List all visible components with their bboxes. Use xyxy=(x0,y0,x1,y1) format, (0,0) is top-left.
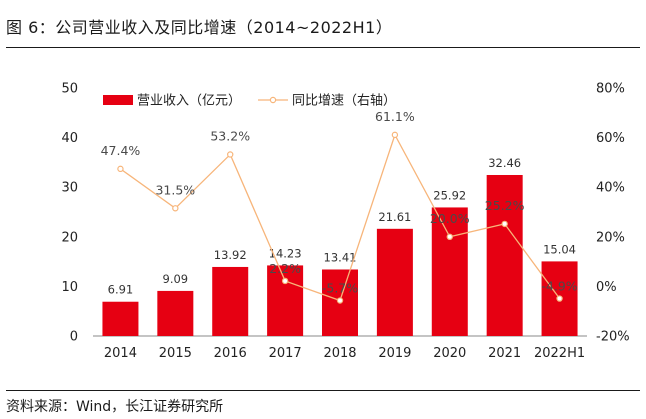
right-axis-tick-label: 40% xyxy=(596,181,625,196)
revenue-bar xyxy=(376,228,413,336)
revenue-bar-label: 14.23 xyxy=(269,246,302,260)
revenue-bar xyxy=(157,290,194,336)
legend-revenue-label: 营业收入（亿元） xyxy=(137,94,241,109)
legend-growth-label: 同比增速（右轴） xyxy=(292,94,396,109)
right-axis-ticks: -20% 0% 20% 40% 60% 80% xyxy=(596,82,630,345)
revenue-bar xyxy=(486,174,523,336)
x-axis-tick-label: 2014 xyxy=(104,346,137,361)
growth-label: 53.2% xyxy=(210,128,250,143)
figure-title: 图 6：公司营业收入及同比增速（2014~2022H1） xyxy=(6,18,393,37)
title-rule xyxy=(6,47,640,48)
revenue-bar xyxy=(212,266,249,336)
revenue-bar-label: 13.92 xyxy=(214,248,247,262)
left-axis-tick-label: 30 xyxy=(61,181,78,196)
left-axis-ticks: 0 10 20 30 40 50 xyxy=(61,82,78,345)
left-axis-tick-label: 20 xyxy=(61,230,78,245)
x-axis-tick-label: 2016 xyxy=(214,346,247,361)
growth-point xyxy=(117,165,124,173)
x-axis-tick-label: 2017 xyxy=(269,346,302,361)
revenue-bar-label: 15.04 xyxy=(543,242,576,256)
legend-growth-marker xyxy=(269,96,277,104)
growth-point xyxy=(281,277,289,285)
right-axis-tick-label: 80% xyxy=(596,82,625,97)
growth-point xyxy=(501,220,508,228)
growth-point xyxy=(391,131,399,139)
x-axis-tick-label: 2022H1 xyxy=(534,346,585,361)
revenue-bar-label: 32.46 xyxy=(488,156,521,170)
right-axis-tick-label: -20% xyxy=(596,330,630,345)
revenue-bar-label: 25.92 xyxy=(433,188,466,202)
left-axis-tick-label: 0 xyxy=(70,330,78,345)
revenue-bar-label: 13.41 xyxy=(324,250,357,264)
growth-label: 2.2% xyxy=(269,261,301,276)
x-axis-ticks: 2014 2015 2016 2017 2018 2019 2020 2021 2022H1 xyxy=(93,335,587,361)
growth-point xyxy=(172,205,179,212)
x-axis-tick-label: 2021 xyxy=(488,346,521,361)
bars xyxy=(102,174,578,336)
growth-line xyxy=(117,131,563,304)
x-axis-tick-label: 2019 xyxy=(378,346,411,361)
source-rule xyxy=(6,390,640,391)
x-axis-tick-label: 2018 xyxy=(323,346,356,361)
revenue-bar xyxy=(102,301,139,336)
right-axis-tick-label: 0% xyxy=(596,280,617,295)
growth-point xyxy=(336,297,344,304)
left-axis-tick-label: 50 xyxy=(61,82,78,97)
revenue-bar-label: 21.61 xyxy=(378,210,411,224)
growth-label: -5.7% xyxy=(322,281,358,296)
growth-point xyxy=(227,151,234,158)
legend: 营业收入（亿元） 同比增速（右轴） xyxy=(103,94,396,109)
right-axis-tick-label: 20% xyxy=(596,230,625,245)
growth-label: -4.9% xyxy=(541,279,577,294)
right-axis-tick-label: 60% xyxy=(596,131,625,146)
growth-label: 61.1% xyxy=(375,109,415,124)
legend-revenue-swatch xyxy=(103,95,133,105)
bar-labels: 6.91 9.09 13.92 14.23 13.41 21.61 25.92 32.46 15… xyxy=(108,156,576,297)
left-axis-tick-label: 10 xyxy=(61,280,78,295)
growth-label: 20.0% xyxy=(430,211,470,226)
growth-labels: 47.4% 31.5% 53.2% 2.2% -5.7% 61.1% 20.0% 25.2% -… xyxy=(101,109,578,296)
revenue-bar xyxy=(267,265,304,336)
revenue-bar-label: 9.09 xyxy=(163,272,189,286)
growth-point xyxy=(556,295,563,302)
growth-label: 47.4% xyxy=(101,143,141,158)
revenue-bar xyxy=(431,207,468,336)
growth-point xyxy=(446,233,453,240)
left-axis-tick-label: 40 xyxy=(61,131,78,146)
x-axis-tick-label: 2015 xyxy=(159,346,192,361)
figure-source: 资料来源：Wind，长江证券研究所 xyxy=(6,399,224,415)
growth-label: 31.5% xyxy=(155,182,195,197)
growth-label: 25.2% xyxy=(485,198,525,213)
x-axis-tick-label: 2020 xyxy=(433,346,466,361)
revenue-bar-label: 6.91 xyxy=(108,283,134,297)
